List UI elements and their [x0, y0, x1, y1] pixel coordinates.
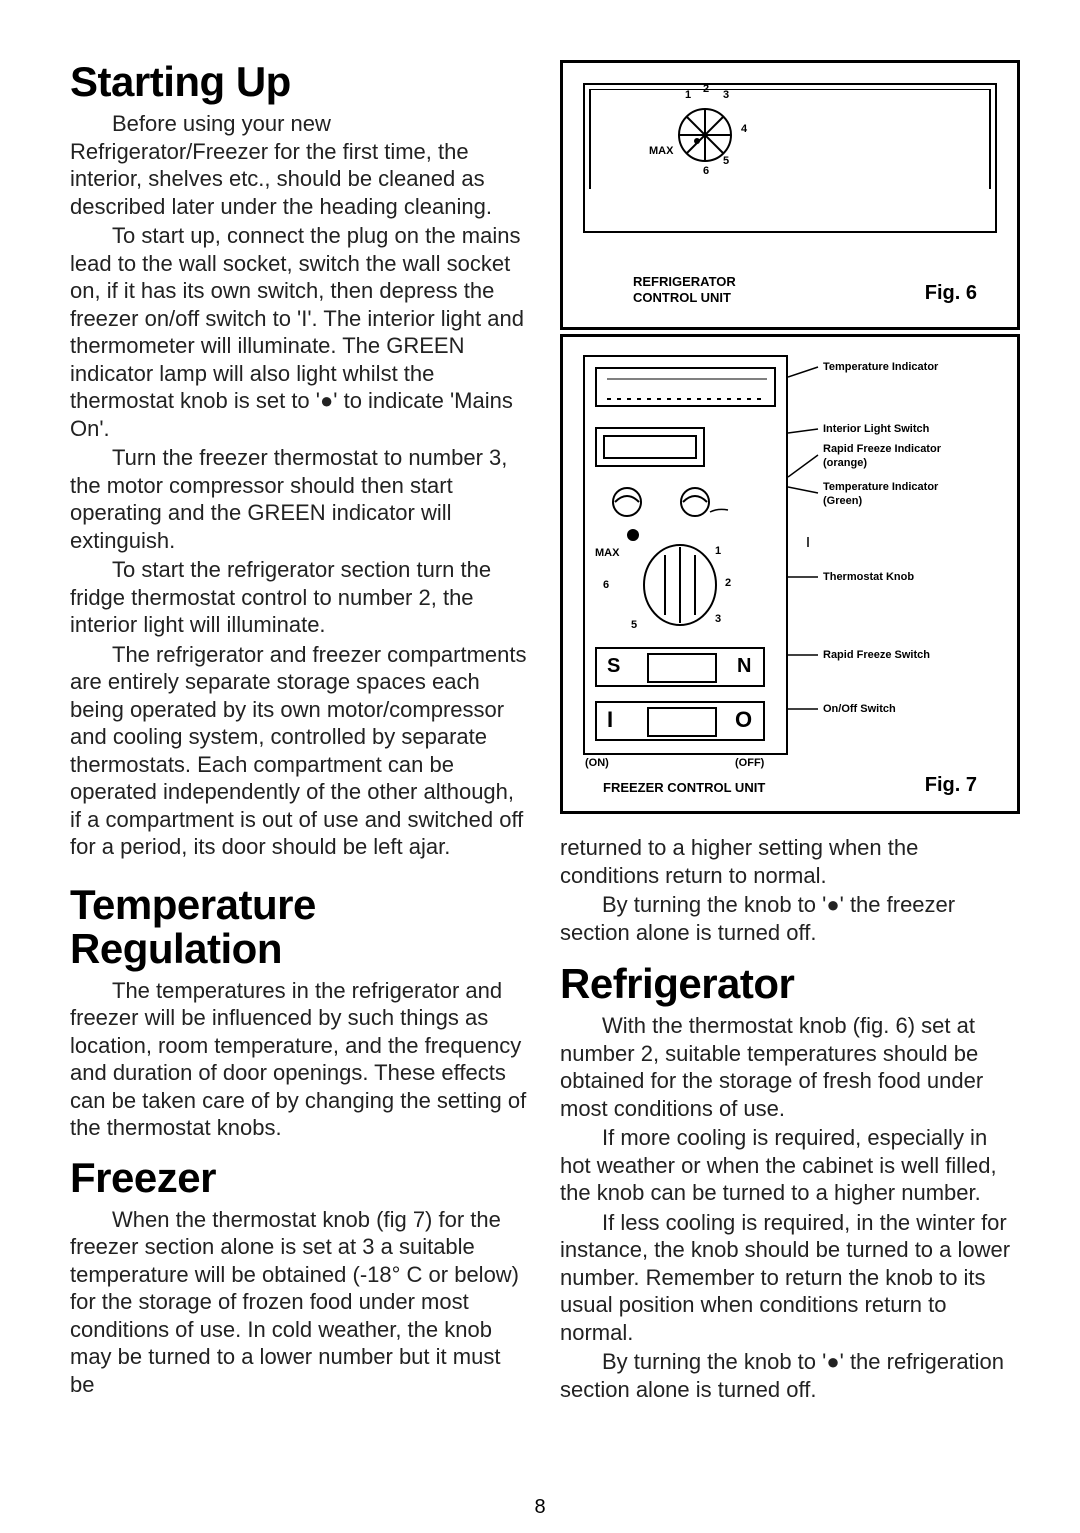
- fig6-caption-main: REFRIGERATOR: [633, 274, 736, 289]
- fig6-label: Fig. 6: [925, 282, 977, 305]
- fig7-rapid-switch-slider: [647, 653, 717, 683]
- para: Before using your new Refrigerator/Freez…: [70, 110, 530, 220]
- fig6-num: 5: [723, 155, 729, 167]
- heading-freezer: Freezer: [70, 1156, 530, 1200]
- figure-7: MAX 1 2 3 5 6 S N I O (ON) (OFF): [560, 334, 1020, 814]
- fig6-dial-icon: [643, 93, 753, 183]
- para: To start the refrigerator section turn t…: [70, 556, 530, 639]
- heading-temperature-regulation: Temperature Regulation: [70, 883, 530, 971]
- fig6-caption-sub: CONTROL UNIT: [633, 290, 731, 305]
- fig6-num: 4: [741, 123, 747, 135]
- two-column-layout: Starting Up Before using your new Refrig…: [70, 60, 1020, 1405]
- para: With the thermostat knob (fig. 6) set at…: [560, 1012, 1020, 1122]
- heading-refrigerator: Refrigerator: [560, 962, 1020, 1006]
- heading-starting-up: Starting Up: [70, 60, 530, 104]
- fig7-label: (Green): [823, 495, 862, 507]
- fig7-light-switch: [595, 427, 705, 467]
- fig7-knob-n: 3: [715, 613, 721, 625]
- fig7-indicators-icon: [605, 482, 765, 522]
- right-column: 1 2 3 4 MAX 5 6 REFRIGERATOR CONTROL UNI…: [560, 60, 1020, 1405]
- fig6-num: 1: [685, 89, 691, 101]
- fig7-label: Temperature Indicator: [823, 361, 938, 373]
- fig7-label: Thermostat Knob: [823, 571, 914, 583]
- para: returned to a higher setting when the co…: [560, 834, 1020, 889]
- fig7-knob-n: 2: [725, 577, 731, 589]
- fig7-temp-strip: [595, 367, 776, 407]
- fig7-knob-n: 1: [715, 545, 721, 557]
- fig7-label-text: Fig. 7: [925, 774, 977, 797]
- para: The temperatures in the refrigerator and…: [70, 977, 530, 1142]
- para: To start up, connect the plug on the mai…: [70, 222, 530, 442]
- fig7-knob-max: MAX: [595, 547, 619, 559]
- fig6-num: 6: [703, 165, 709, 177]
- fig6-num: 3: [723, 89, 729, 101]
- fig7-sw-i: I: [607, 707, 613, 733]
- fig7-light-switch-inner: [603, 435, 697, 459]
- para: The refrigerator and freezer compartment…: [70, 641, 530, 861]
- para: When the thermostat knob (fig 7) for the…: [70, 1206, 530, 1399]
- fig7-onoff-switch-slider: [647, 707, 717, 737]
- fig7-on-label: (ON): [585, 757, 609, 769]
- fig7-leader-lines-icon: [788, 337, 1018, 757]
- fig7-label: Rapid Freeze Indicator: [823, 443, 941, 455]
- fig7-label: Interior Light Switch: [823, 423, 929, 435]
- fig7-panel: MAX 1 2 3 5 6 S N I O: [583, 355, 788, 755]
- para: By turning the knob to '●' the refrigera…: [560, 1348, 1020, 1403]
- fig7-label: On/Off Switch: [823, 703, 896, 715]
- fig7-sw-o: O: [735, 707, 752, 733]
- para: If less cooling is required, in the wint…: [560, 1209, 1020, 1347]
- figure-6: 1 2 3 4 MAX 5 6 REFRIGERATOR CONTROL UNI…: [560, 60, 1020, 330]
- fig7-caption: FREEZER CONTROL UNIT: [603, 780, 765, 795]
- para: If more cooling is required, especially …: [560, 1124, 1020, 1207]
- fig6-num: 2: [703, 83, 709, 95]
- left-column: Starting Up Before using your new Refrig…: [70, 60, 530, 1405]
- para: Turn the freezer thermostat to number 3,…: [70, 444, 530, 554]
- fig7-knob-n: 6: [603, 579, 609, 591]
- fig7-label: (orange): [823, 457, 867, 469]
- fig7-off-label: (OFF): [735, 757, 764, 769]
- para: By turning the knob to '●' the freezer s…: [560, 891, 1020, 946]
- fig7-sw-n: N: [737, 655, 751, 678]
- fig7-label: Rapid Freeze Switch: [823, 649, 930, 661]
- page-number: 8: [534, 1496, 545, 1519]
- fig7-sw-s: S: [607, 655, 620, 678]
- thermometer-icon: [597, 369, 774, 405]
- fig6-max: MAX: [649, 145, 673, 157]
- fig7-label: Temperature Indicator: [823, 481, 938, 493]
- fig7-knob-n: 5: [631, 619, 637, 631]
